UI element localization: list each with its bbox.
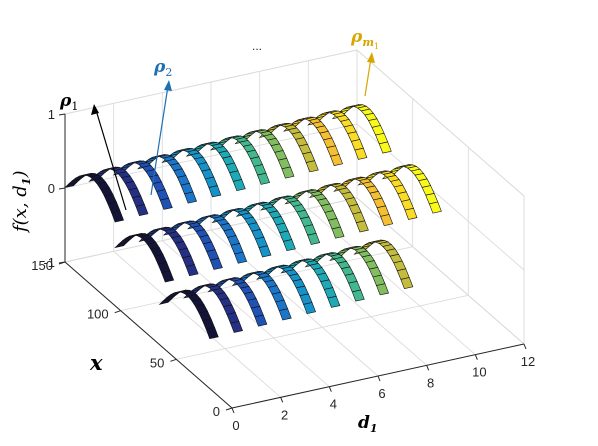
annotation-ellipsis: ... <box>252 39 262 53</box>
x-axis-label: x <box>89 350 103 375</box>
x-axis-line <box>64 261 233 409</box>
grid-line-d1 <box>113 250 281 398</box>
ribbon-segment <box>305 160 319 173</box>
z-tick-label: 1 <box>48 107 55 122</box>
svg-text:ρm1: ρm1 <box>350 27 379 51</box>
d1-tick-mark <box>280 397 284 403</box>
ribbon-segment <box>278 308 292 321</box>
ribbon-segment <box>354 147 368 160</box>
x-tick-label: 0 <box>213 404 220 419</box>
d1-tick-label: 4 <box>330 397 337 412</box>
x-tick-mark <box>114 310 121 314</box>
d1-tick-label: 8 <box>427 375 434 390</box>
ribbon-segment <box>161 270 175 283</box>
ribbon-segment <box>327 295 341 308</box>
z-axis-label: f(x, d1) <box>10 171 33 235</box>
svg-text:ρ2: ρ2 <box>153 57 172 79</box>
ribbon-segment <box>331 226 345 239</box>
d1-tick-label: 12 <box>521 354 535 369</box>
ribbon-segment <box>232 179 246 192</box>
ribbon-segment <box>428 201 442 214</box>
ribbon-segment <box>376 283 390 296</box>
ribbon-segment <box>257 172 271 185</box>
ribbon-segment <box>307 232 321 245</box>
ribbon-segment <box>159 197 173 210</box>
ribbon-segment <box>378 141 392 154</box>
d1-tick-mark <box>377 375 381 382</box>
ribbon-segment <box>184 191 198 204</box>
annotation-rho-1: ρ1 <box>59 91 127 211</box>
ribbon-segment <box>400 277 414 290</box>
d1-tick-mark <box>426 365 430 371</box>
tick-labels: 0 2 4 6 8 10 12 0 50 100 150-1 0 1 <box>31 107 535 433</box>
ribbon-segment <box>230 320 244 333</box>
x-tick-mark <box>225 407 233 411</box>
grid-line-z <box>64 123 525 271</box>
d1-tick-label: 0 <box>232 418 239 433</box>
ribbon-segment <box>404 207 418 220</box>
x-tick-label: 100 <box>87 307 109 322</box>
d1-tick-label: 6 <box>378 386 385 401</box>
d1-tick-mark <box>474 354 478 360</box>
ribbon-series <box>64 104 442 340</box>
ribbon-segment <box>205 327 219 340</box>
ribbon-segment <box>330 154 344 166</box>
ribbon-segment <box>282 239 296 252</box>
annotation-rho-2: ρ2 <box>150 57 172 196</box>
z-tick-mark <box>58 187 66 190</box>
svg-text:ρ1: ρ1 <box>59 91 78 113</box>
ribbon-segment <box>234 251 248 264</box>
ribbon-segment <box>254 314 268 327</box>
z-tick-label: 0 <box>48 181 55 196</box>
d1-tick-mark <box>231 407 235 414</box>
ribbon-segment <box>209 257 223 270</box>
ribbon-segment <box>135 204 149 217</box>
z-tick-mark <box>58 261 66 264</box>
ribbon-segment <box>258 245 272 258</box>
z-tick-label: -1 <box>43 255 55 270</box>
d1-axis-label: d1 <box>358 413 378 435</box>
d1-tick-mark <box>523 343 527 350</box>
d1-tick-label: 2 <box>281 407 288 422</box>
x-tick-mark <box>170 358 177 362</box>
x-tick-label: 50 <box>150 355 164 370</box>
ribbon-segment <box>281 166 295 179</box>
ribbon-segment <box>355 220 369 233</box>
ribbon-segment <box>380 214 394 227</box>
ribbon-segment <box>303 302 317 315</box>
grid-line-z <box>64 49 525 197</box>
ribbon-segment <box>111 210 125 223</box>
z-tick-mark <box>58 113 66 116</box>
grid-line-x <box>176 294 469 360</box>
ribbon-segment <box>185 264 199 277</box>
annotation-rho-m1: ρm1 <box>350 27 379 97</box>
ribbon-segment <box>208 185 222 198</box>
grid-line-z <box>64 197 525 345</box>
axes-frame <box>64 49 525 409</box>
ribbon-segment <box>351 289 365 302</box>
d1-tick-label: 10 <box>472 365 486 380</box>
d1-tick-mark <box>328 386 332 392</box>
x-tick-label: 150 <box>31 258 53 273</box>
